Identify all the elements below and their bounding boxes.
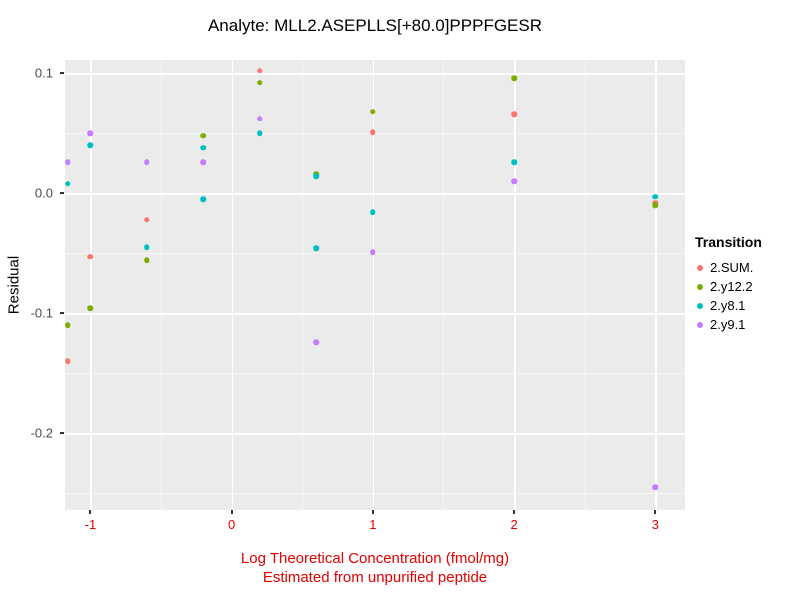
- data-point: [313, 173, 320, 180]
- y-tick-mark: [60, 192, 64, 195]
- x-tick-label: 3: [651, 517, 659, 532]
- legend-swatch: [697, 283, 703, 290]
- minor-gridline-y: [65, 373, 685, 375]
- x-tick-label: 0: [228, 517, 236, 532]
- data-point: [511, 111, 517, 117]
- legend-item: 2.y9.1: [695, 315, 800, 334]
- legend-item-label: 2.SUM.: [710, 260, 754, 275]
- chart-title: Analyte: MLL2.ASEPLLS[+80.0]PPPFGESR: [207, 16, 543, 35]
- legend-title: Transition: [695, 234, 762, 250]
- data-point: [65, 159, 71, 165]
- data-point: [370, 209, 376, 216]
- x-tick-label: -1: [84, 517, 97, 532]
- x-axis-label-line1: Log Theoretical Concentration (fmol/mg): [240, 550, 510, 567]
- data-point: [257, 116, 263, 122]
- data-point: [511, 159, 517, 165]
- x-axis-label-line2: Estimated from unpurified peptide: [262, 569, 488, 586]
- major-gridline-x: [655, 60, 657, 510]
- data-point: [200, 144, 207, 151]
- data-point: [144, 159, 150, 165]
- minor-gridline-x: [443, 60, 445, 510]
- x-tick-label: 1: [369, 517, 377, 532]
- y-tick-mark: [60, 72, 64, 75]
- data-point: [87, 305, 94, 312]
- major-gridline-x: [372, 60, 375, 510]
- major-gridline-y: [65, 193, 685, 195]
- data-point: [87, 142, 94, 148]
- data-point: [65, 358, 71, 364]
- data-point: [313, 339, 320, 345]
- data-point: [257, 68, 263, 74]
- data-point: [87, 254, 94, 260]
- y-tick-label: -0.1: [30, 305, 53, 321]
- legend-swatch: [697, 264, 703, 271]
- minor-gridline-x: [302, 60, 304, 510]
- major-gridline-y: [65, 73, 685, 75]
- y-tick-mark: [60, 312, 64, 315]
- legend: Transition 2.SUM. 2.y12.2 2.y8.1 2.y9.1: [695, 234, 800, 334]
- data-point: [257, 80, 263, 86]
- y-tick-label: -0.2: [30, 425, 53, 441]
- plot-panel: [65, 60, 685, 510]
- x-tick-mark: [371, 510, 374, 514]
- major-gridline-y: [65, 433, 685, 435]
- legend-item-label: 2.y12.2: [710, 279, 753, 294]
- x-axis-label: Log Theoretical Concentration (fmol/mg) …: [65, 549, 685, 587]
- data-point: [511, 178, 517, 184]
- legend-item: 2.y8.1: [695, 296, 800, 315]
- data-point: [313, 245, 320, 252]
- data-point: [144, 216, 150, 223]
- major-gridline-y: [65, 313, 685, 315]
- minor-gridline-x: [584, 60, 586, 510]
- data-point: [652, 484, 659, 490]
- data-point: [511, 75, 517, 81]
- x-tick-mark: [89, 510, 92, 514]
- legend-swatch: [697, 302, 703, 309]
- data-point: [65, 180, 71, 187]
- data-point: [144, 257, 150, 264]
- legend-item: 2.SUM.: [695, 258, 800, 277]
- major-gridline-x: [90, 60, 92, 510]
- x-tick-label: 2: [510, 517, 518, 532]
- minor-gridline-x: [161, 60, 163, 510]
- x-tick-mark: [654, 510, 657, 514]
- x-tick-mark: [230, 510, 233, 514]
- data-point: [652, 202, 659, 208]
- legend-item: 2.y12.2: [695, 277, 800, 296]
- y-tick-label: 0.0: [34, 185, 53, 201]
- minor-gridline-y: [65, 493, 685, 495]
- data-point: [370, 249, 376, 255]
- data-point: [370, 108, 376, 115]
- legend-item-label: 2.y8.1: [710, 298, 746, 313]
- data-point: [200, 159, 207, 165]
- major-gridline-x: [231, 60, 234, 510]
- legend-items: 2.SUM. 2.y12.2 2.y8.1 2.y9.1: [695, 258, 800, 334]
- data-point: [652, 194, 659, 200]
- data-point: [200, 196, 207, 202]
- data-point: [370, 129, 376, 135]
- data-point: [200, 132, 207, 139]
- major-gridline-x: [514, 60, 516, 510]
- y-axis: 0.1 0.0 -0.1 -0.2: [0, 60, 65, 510]
- data-point: [257, 130, 263, 136]
- x-axis: -1 0 1 2 3: [65, 510, 685, 540]
- data-point: [144, 244, 150, 250]
- legend-item-label: 2.y9.1: [710, 317, 746, 332]
- x-tick-mark: [513, 510, 516, 514]
- y-tick-mark: [60, 432, 64, 435]
- data-point: [65, 322, 71, 328]
- data-point: [87, 130, 94, 136]
- legend-swatch: [697, 321, 703, 328]
- y-tick-label: 0.1: [34, 65, 53, 81]
